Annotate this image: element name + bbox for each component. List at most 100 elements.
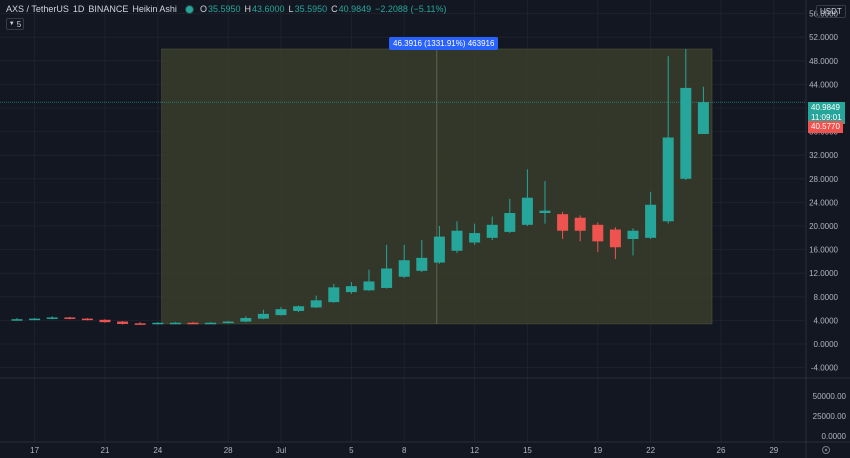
- candle-39[interactable]: [697, 86, 709, 134]
- candle-body: [81, 318, 93, 321]
- candle-12[interactable]: [222, 320, 234, 324]
- candle-body: [46, 317, 58, 319]
- candle-38[interactable]: [680, 49, 692, 180]
- volume-tick-label: 25000.00: [813, 412, 847, 421]
- candle-body: [363, 281, 375, 291]
- high-value: 43.6000: [252, 4, 285, 14]
- price-tick-label: 20.0000: [809, 222, 838, 231]
- candle-body: [433, 236, 445, 263]
- countdown-value: 11:09:01: [811, 113, 842, 122]
- candle-6[interactable]: [117, 320, 129, 325]
- candle-body: [187, 322, 199, 325]
- candle-body: [117, 321, 129, 324]
- time-axis[interactable]: 17 21 24 28 Jul 5 8 12 15 19 22 26 29: [30, 446, 779, 455]
- candle-11[interactable]: [205, 322, 217, 325]
- close-value: 40.9849: [338, 4, 372, 14]
- candle-17[interactable]: [310, 295, 322, 309]
- price-tick-label: 52.0000: [809, 33, 838, 42]
- candle-13[interactable]: [240, 316, 252, 323]
- candle-body: [293, 306, 305, 311]
- candle-10[interactable]: [187, 322, 199, 325]
- candle-21[interactable]: [381, 244, 393, 289]
- low-label: L: [288, 4, 294, 14]
- indicator-count: 5: [16, 19, 22, 29]
- candle-30[interactable]: [539, 181, 551, 224]
- open-label: O: [199, 4, 207, 14]
- candle-4[interactable]: [81, 318, 93, 321]
- candle-34[interactable]: [609, 227, 621, 260]
- candle-body: [99, 319, 111, 323]
- measure-label: 46.3916 (1331.91%) 463916: [389, 37, 499, 50]
- candle-3[interactable]: [64, 316, 76, 320]
- candle-29[interactable]: [521, 169, 533, 226]
- price-tick-label: 44.0000: [809, 80, 838, 89]
- volume-tick-label: 50000.00: [813, 392, 847, 401]
- high-label: H: [244, 4, 252, 14]
- candle-37[interactable]: [662, 56, 674, 224]
- open-value: 35.5950: [207, 4, 241, 14]
- candle-7[interactable]: [134, 322, 146, 325]
- candle-19[interactable]: [345, 282, 357, 294]
- candle-body: [416, 257, 428, 271]
- candle-8[interactable]: [152, 322, 164, 325]
- settings-gear-icon[interactable]: [822, 446, 830, 454]
- candle-22[interactable]: [398, 244, 410, 278]
- symbol-name[interactable]: AXS / TetherUS: [6, 4, 69, 14]
- last-price-badge: 40.9849 11:09:01: [808, 102, 845, 124]
- candle-body: [521, 197, 533, 225]
- candle-body: [64, 317, 76, 319]
- price-tick-label: 16.0000: [809, 246, 838, 255]
- candle-body: [609, 229, 621, 248]
- time-tick-label: Jul: [276, 446, 286, 455]
- time-tick-label: 22: [646, 446, 655, 455]
- candle-28[interactable]: [504, 198, 516, 234]
- candle-18[interactable]: [328, 283, 340, 303]
- candle-25[interactable]: [451, 221, 463, 254]
- candle-body: [592, 224, 604, 242]
- candle-body: [328, 287, 340, 303]
- currency-unit-label[interactable]: USDT: [816, 5, 846, 18]
- candle-body: [539, 210, 551, 214]
- time-tick-label: 24: [153, 446, 162, 455]
- candle-body: [275, 309, 287, 316]
- candle-26[interactable]: [469, 223, 481, 245]
- candle-16[interactable]: [293, 305, 305, 313]
- candle-31[interactable]: [557, 211, 569, 239]
- candle-body: [11, 319, 23, 321]
- time-tick-label: 26: [717, 446, 726, 455]
- volume-axis: 50000.00 25000.00 0.0000: [813, 392, 847, 441]
- candle-1[interactable]: [29, 318, 41, 321]
- candle-5[interactable]: [99, 319, 111, 323]
- chart-style-label[interactable]: Heikin Ashi: [132, 4, 177, 14]
- change-value: −2.2088 (−5.11%): [375, 4, 447, 14]
- candle-27[interactable]: [486, 216, 498, 241]
- candle-body: [574, 217, 586, 231]
- candle-body: [504, 213, 516, 232]
- candle-36[interactable]: [645, 191, 657, 239]
- candle-body: [680, 87, 692, 179]
- candle-body: [645, 204, 657, 238]
- indicators-toggle-button[interactable]: ▼ 5: [6, 18, 24, 30]
- candle-23[interactable]: [416, 240, 428, 273]
- candle-9[interactable]: [169, 322, 181, 325]
- close-label: C: [331, 4, 338, 14]
- candle-33[interactable]: [592, 222, 604, 252]
- price-tick-label: 0.0000: [814, 340, 839, 349]
- candle-15[interactable]: [275, 306, 287, 316]
- candle-35[interactable]: [627, 228, 639, 256]
- candle-0[interactable]: [11, 318, 23, 321]
- candle-20[interactable]: [363, 269, 375, 291]
- candle-body: [486, 224, 498, 238]
- interval-label[interactable]: 1D: [72, 4, 85, 14]
- price-tick-label: 48.0000: [809, 57, 838, 66]
- time-tick-label: 19: [593, 446, 602, 455]
- candle-32[interactable]: [574, 215, 586, 242]
- time-tick-label: 8: [402, 446, 407, 455]
- time-tick-label: 15: [523, 446, 532, 455]
- candle-24[interactable]: [433, 226, 445, 264]
- candle-14[interactable]: [257, 309, 269, 320]
- candle-2[interactable]: [46, 316, 58, 320]
- last-price-value: 40.9849: [811, 103, 840, 112]
